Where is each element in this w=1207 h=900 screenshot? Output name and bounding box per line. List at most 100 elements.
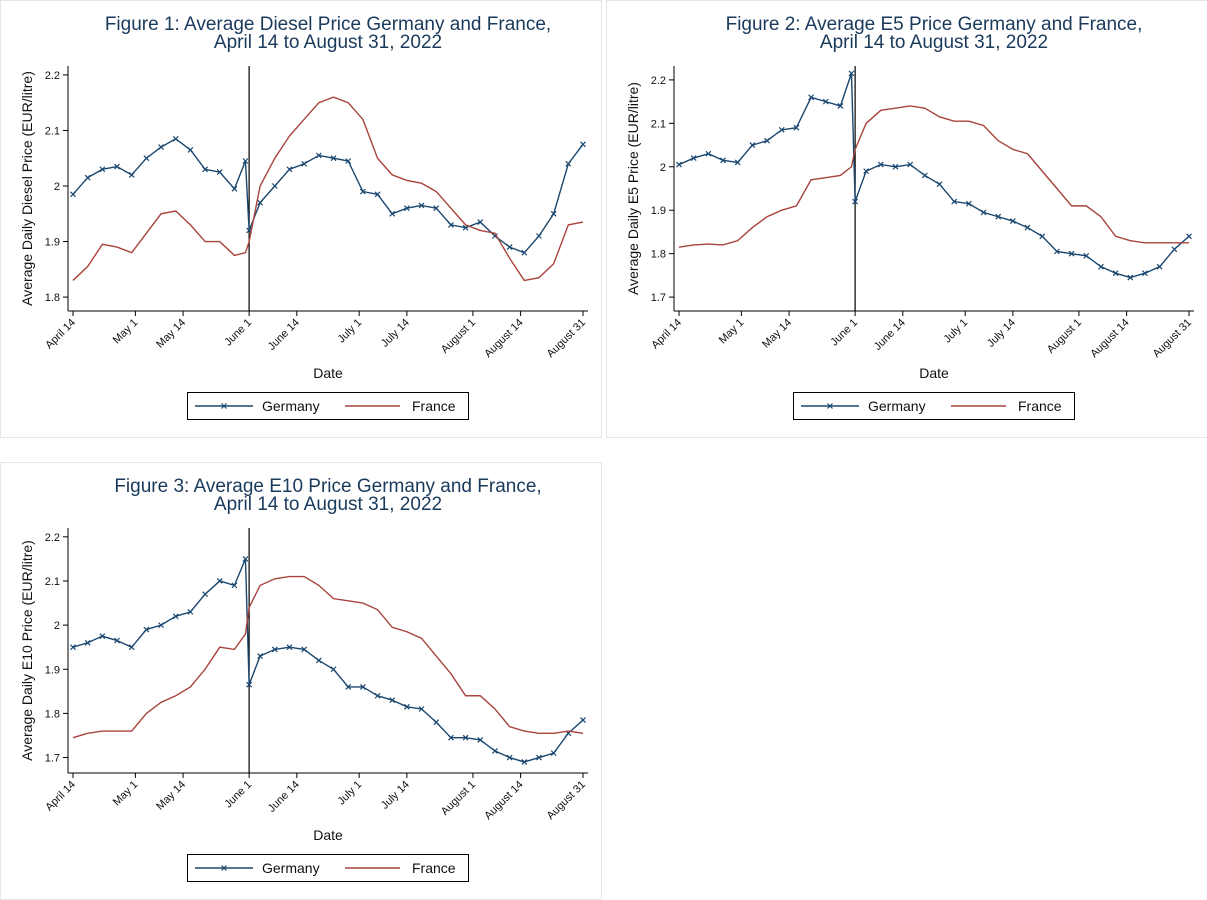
chart-title: Figure 2: Average E5 Price Germany and F… — [726, 14, 1143, 35]
chart-panel: Figure 2: Average E5 Price Germany and F… — [606, 0, 1207, 438]
point-marker — [158, 622, 164, 629]
y-tick-label: 2 — [660, 162, 666, 174]
point-marker — [1068, 250, 1075, 257]
point-marker — [257, 199, 264, 206]
point-marker — [822, 98, 829, 105]
legend-label: Germany — [262, 398, 320, 414]
chart-panel: Figure 1: Average Diesel Price Germany a… — [0, 0, 602, 438]
point-marker — [764, 137, 770, 144]
point-marker — [550, 750, 557, 757]
y-tick-label: 2.1 — [45, 125, 60, 137]
chart-title: April 14 to August 31, 2022 — [214, 494, 442, 515]
point-marker — [1171, 246, 1178, 253]
point-marker — [418, 202, 425, 209]
point-marker — [128, 644, 135, 651]
y-tick-label: 1.7 — [45, 753, 60, 765]
point-marker — [301, 646, 308, 653]
x-axis-label: Date — [313, 365, 343, 381]
point-marker — [187, 146, 194, 153]
point-marker — [907, 161, 914, 168]
point-marker — [114, 637, 120, 644]
point-marker — [202, 591, 209, 598]
y-tick-label: 1.8 — [651, 249, 666, 261]
legend-label: France — [1018, 398, 1062, 414]
point-marker — [921, 172, 928, 179]
point-marker — [433, 205, 440, 212]
panel-border — [0, 462, 602, 900]
point-marker — [216, 169, 223, 176]
legend-label: France — [412, 860, 456, 876]
legend-marker — [827, 403, 833, 409]
panel-border — [0, 0, 602, 438]
legend-label: France — [412, 398, 456, 414]
y-tick-label: 2.1 — [45, 576, 60, 588]
point-marker — [447, 734, 454, 741]
point-marker — [374, 692, 381, 699]
point-marker — [852, 198, 859, 205]
point-marker — [462, 734, 469, 741]
point-marker — [1127, 274, 1134, 281]
point-marker — [231, 582, 238, 589]
y-axis-label: Average Daily Diesel Price (EUR/litre) — [19, 71, 35, 306]
point-marker — [128, 171, 135, 178]
series-line — [72, 96, 584, 282]
point-marker — [705, 150, 712, 157]
y-tick-label: 1.7 — [651, 292, 666, 304]
point-marker — [492, 748, 498, 754]
point-marker — [286, 644, 293, 651]
point-marker — [359, 188, 366, 195]
point-marker — [521, 249, 528, 256]
y-axis-label: Average Daily E5 Price (EUR/litre) — [625, 82, 641, 295]
point-marker — [877, 161, 884, 168]
y-tick-label: 2 — [54, 620, 60, 632]
point-marker — [965, 200, 972, 207]
point-marker — [403, 205, 410, 212]
point-marker — [345, 158, 352, 164]
point-marker — [301, 160, 308, 167]
point-marker — [345, 683, 352, 690]
point-marker — [536, 233, 542, 239]
point-marker — [187, 608, 194, 615]
point-marker — [837, 103, 844, 109]
point-marker — [286, 166, 293, 173]
legend-label: Germany — [868, 398, 926, 414]
legend-marker — [221, 865, 227, 871]
point-marker — [143, 626, 150, 633]
point-marker — [447, 221, 454, 228]
point-marker — [1053, 248, 1060, 255]
point-marker — [565, 160, 572, 167]
chart-title: April 14 to August 31, 2022 — [820, 32, 1048, 53]
point-marker — [580, 141, 586, 148]
point-marker — [70, 191, 76, 198]
point-marker — [506, 244, 513, 251]
point-marker — [778, 126, 785, 133]
point-marker — [492, 233, 498, 239]
point-marker — [202, 166, 209, 173]
point-marker — [676, 161, 682, 168]
point-marker — [172, 613, 179, 620]
point-marker — [477, 736, 484, 743]
legend-label: Germany — [262, 860, 320, 876]
point-marker — [550, 210, 557, 217]
panel-border — [606, 0, 1207, 438]
point-marker — [242, 555, 249, 562]
point-marker — [1024, 224, 1031, 231]
chart-title: Figure 1: Average Diesel Price Germany a… — [105, 14, 551, 35]
point-marker — [389, 697, 396, 704]
point-marker — [951, 198, 958, 205]
point-marker — [720, 157, 726, 164]
point-marker — [315, 657, 322, 664]
point-marker — [242, 158, 249, 164]
chart-panel: Figure 3: Average E10 Price Germany and … — [0, 462, 602, 900]
point-marker — [1009, 218, 1016, 225]
y-tick-label: 1.8 — [45, 292, 60, 304]
y-tick-label: 1.9 — [45, 664, 60, 676]
point-marker — [749, 142, 756, 148]
x-axis-label: Date — [313, 827, 343, 843]
legend-marker — [221, 403, 227, 409]
point-marker — [690, 155, 697, 162]
point-marker — [734, 159, 741, 166]
point-marker — [389, 210, 396, 217]
point-marker — [315, 152, 322, 159]
